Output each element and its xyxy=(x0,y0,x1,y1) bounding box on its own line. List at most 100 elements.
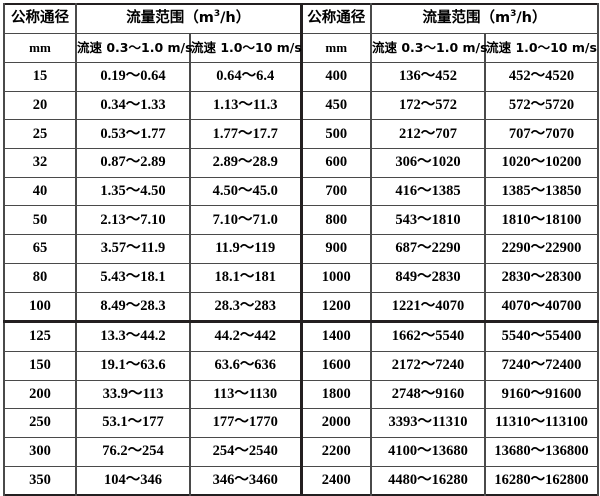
cell-high-right: 13680～136800 xyxy=(484,436,599,467)
cell-dn-right: 2200 xyxy=(300,436,372,467)
cell-high-left: 254～2540 xyxy=(189,436,303,467)
cell-low-left: 5.43～18.1 xyxy=(75,262,191,293)
cell-dn-left: 15 xyxy=(3,62,77,92)
cell-low-right: 687～2290 xyxy=(370,234,486,264)
header-flow-range-left-prefix: 流量范围（m xyxy=(126,10,214,27)
cell-dn-left: 80 xyxy=(3,262,77,293)
cell-dn-right: 800 xyxy=(300,205,372,236)
cell-low-left: 0.53～1.77 xyxy=(75,119,191,150)
table-row: 200 33.9～113 113～1130 1800 2748～9160 9160～916… xyxy=(3,379,599,410)
cell-dn-left: 300 xyxy=(3,436,77,467)
cell-low-left: 13.3～44.2 xyxy=(75,321,191,352)
cell-high-left: 44.2～442 xyxy=(189,321,303,352)
header-velocity-low-right: 流速 0.3～1.0 m/s xyxy=(370,33,488,63)
table-row: 65 3.57～11.9 11.9～119 900 687～2290 2290～22900 xyxy=(3,234,599,264)
cell-low-left: 0.34～1.33 xyxy=(75,90,191,121)
cell-high-left: 63.6～636 xyxy=(189,350,303,381)
cell-high-left: 2.89～28.9 xyxy=(189,148,303,178)
cell-high-right: 9160～91600 xyxy=(484,379,599,410)
table-row: 25 0.53～1.77 1.77～17.7 500 212～707 707～7070 xyxy=(3,119,599,150)
table-header: 公称通径 流量范围（m3/h） 公称通径 流量范围（m3/h） mm 流速 0.… xyxy=(3,3,599,63)
cell-low-right: 2748～9160 xyxy=(370,379,486,410)
cell-low-right: 172～572 xyxy=(370,90,486,121)
cell-low-left: 3.57～11.9 xyxy=(75,234,191,264)
header-flow-range-left-sup: 3 xyxy=(213,9,221,20)
cell-high-right: 707～7070 xyxy=(484,119,599,150)
table-row: 15 0.19～0.64 0.64～6.4 400 136～452 452～4520 xyxy=(3,62,599,92)
cell-high-left: 1.77～17.7 xyxy=(189,119,303,150)
cell-dn-left: 150 xyxy=(3,350,77,381)
cell-high-left: 18.1～181 xyxy=(189,262,303,293)
cell-low-left: 2.13～7.10 xyxy=(75,205,191,236)
cell-dn-right: 450 xyxy=(300,90,372,121)
cell-low-left: 8.49～28.3 xyxy=(75,291,191,324)
table-row: 20 0.34～1.33 1.13～11.3 450 172～572 572～5720 xyxy=(3,90,599,121)
cell-low-right: 1221～4070 xyxy=(370,291,486,324)
header-flow-range-right-sup: 3 xyxy=(510,9,517,20)
cell-low-right: 3393～11310 xyxy=(370,408,486,438)
cell-low-right: 416～1385 xyxy=(370,176,486,207)
header-velocity-high-left: 流速 1.0～10 m/s xyxy=(189,33,303,63)
cell-low-right: 543～1810 xyxy=(370,205,486,236)
cell-high-right: 1020～10200 xyxy=(484,148,599,178)
cell-high-right: 7240～72400 xyxy=(484,350,599,381)
cell-high-left: 177～1770 xyxy=(189,408,303,438)
cell-low-right: 1662～5540 xyxy=(370,321,486,352)
cell-low-left: 76.2～254 xyxy=(75,436,191,467)
cell-low-right: 306～1020 xyxy=(370,148,486,178)
cell-high-right: 572～5720 xyxy=(484,90,599,121)
table-row: 40 1.35～4.50 4.50～45.0 700 416～1385 1385～1385… xyxy=(3,176,599,207)
cell-high-right: 5540～55400 xyxy=(484,321,599,352)
table-row: 100 8.49～28.3 28.3～283 1200 1221～4070 4070～40… xyxy=(3,291,599,324)
header-flow-range-right-prefix: 流量范围（m xyxy=(422,10,511,27)
cell-high-left: 11.9～119 xyxy=(189,234,303,264)
cell-high-right: 2830～28300 xyxy=(484,262,599,293)
header-dn-left: 公称通径 xyxy=(3,3,77,34)
header-flow-range-right: 流量范围（m3/h） xyxy=(370,3,599,34)
cell-dn-left: 40 xyxy=(3,176,77,207)
table-row: 32 0.87～2.89 2.89～28.9 600 306～1020 1020～1020… xyxy=(3,148,599,178)
cell-high-left: 4.50～45.0 xyxy=(189,176,303,207)
cell-dn-right: 400 xyxy=(300,62,372,92)
cell-dn-right: 700 xyxy=(300,176,372,207)
cell-dn-right: 1600 xyxy=(300,350,372,381)
cell-dn-right: 1400 xyxy=(300,321,372,352)
table-row: 300 76.2～254 254～2540 2200 4100～13680 13680～1… xyxy=(3,436,599,467)
table-row: 50 2.13～7.10 7.10～71.0 800 543～1810 1810～1810… xyxy=(3,205,599,236)
cell-dn-right: 1200 xyxy=(300,291,372,324)
header-unit-right: mm xyxy=(300,33,372,63)
table-row: 80 5.43～18.1 18.1～181 1000 849～2830 2830～2830… xyxy=(3,262,599,293)
cell-high-left: 1.13～11.3 xyxy=(189,90,303,121)
header-row-sub: mm 流速 0.3～1.0 m/s 流速 1.0～10 m/s mm 流速 0.… xyxy=(3,33,599,63)
table-sheet: 公称通径 流量范围（m3/h） 公称通径 流量范围（m3/h） mm 流速 0.… xyxy=(3,3,599,496)
header-flow-range-left: 流量范围（m3/h） xyxy=(75,3,303,34)
table-body: 15 0.19～0.64 0.64～6.4 400 136～452 452～4520 20 0… xyxy=(3,62,599,496)
table-row: 150 19.1～63.6 63.6～636 1600 2172～7240 7240～72… xyxy=(3,350,599,381)
cell-high-right: 1385～13850 xyxy=(484,176,599,207)
header-row-top: 公称通径 流量范围（m3/h） 公称通径 流量范围（m3/h） xyxy=(3,3,599,34)
cell-dn-right: 1000 xyxy=(300,262,372,293)
cell-high-left: 28.3～283 xyxy=(189,291,303,324)
header-unit-left: mm xyxy=(3,33,77,63)
cell-low-left: 0.19～0.64 xyxy=(75,62,191,92)
cell-dn-left: 250 xyxy=(3,408,77,438)
cell-low-right: 2172～7240 xyxy=(370,350,486,381)
flow-range-table: 公称通径 流量范围（m3/h） 公称通径 流量范围（m3/h） mm 流速 0.… xyxy=(3,3,599,496)
table-row: 125 13.3～44.2 44.2～442 1400 1662～5540 5540～55… xyxy=(3,321,599,352)
cell-low-right: 849～2830 xyxy=(370,262,486,293)
cell-high-right: 4070～40700 xyxy=(484,291,599,324)
cell-low-left: 19.1～63.6 xyxy=(75,350,191,381)
cell-low-right: 212～707 xyxy=(370,119,486,150)
header-flow-range-left-suffix: /h） xyxy=(220,10,251,27)
cell-dn-left: 65 xyxy=(3,234,77,264)
cell-low-left: 1.35～4.50 xyxy=(75,176,191,207)
cell-low-left: 53.1～177 xyxy=(75,408,191,438)
table-row: 250 53.1～177 177～1770 2000 3393～11310 11310～1… xyxy=(3,408,599,438)
cell-dn-left: 200 xyxy=(3,379,77,410)
cell-low-right: 136～452 xyxy=(370,62,486,92)
cell-high-left: 7.10～71.0 xyxy=(189,205,303,236)
header-dn-right: 公称通径 xyxy=(300,3,372,34)
cell-dn-left: 20 xyxy=(3,90,77,121)
cell-low-left: 0.87～2.89 xyxy=(75,148,191,178)
cell-high-left: 0.64～6.4 xyxy=(189,62,303,92)
